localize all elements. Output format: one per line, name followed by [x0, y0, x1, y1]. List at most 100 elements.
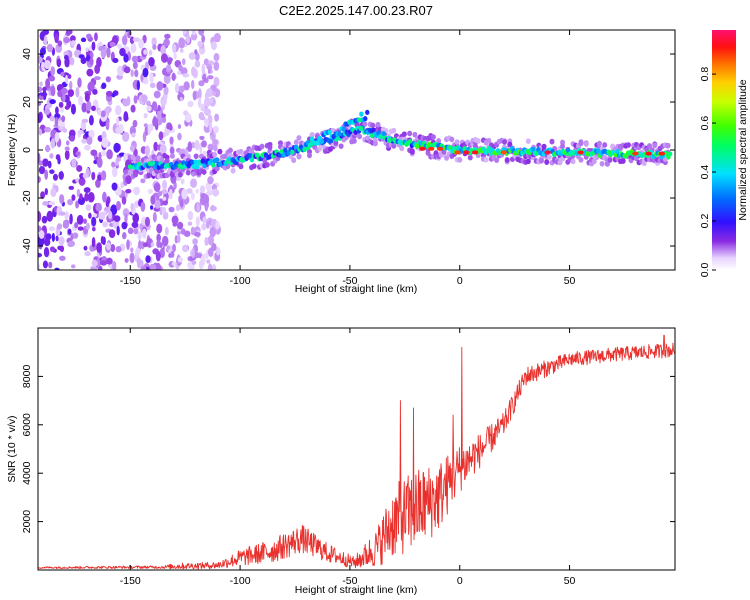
- spectrogram-cell: [211, 243, 217, 252]
- spectrogram-cell: [43, 60, 51, 70]
- spectrogram-cell: [570, 158, 576, 165]
- spectrogram-cell: [142, 242, 149, 248]
- spectrogram-cell: [187, 141, 193, 153]
- spectrogram-cell: [249, 157, 255, 163]
- spectrogram-cell: [188, 52, 196, 60]
- spectrogram-cell: [143, 112, 148, 119]
- spectrogram-cell: [200, 158, 205, 164]
- spectrogram-cell: [620, 158, 626, 164]
- spectrogram-cell: [40, 191, 46, 199]
- spectrogram-cell: [203, 108, 211, 116]
- spectrogram-cell: [102, 191, 107, 203]
- spectrogram-cell: [171, 72, 176, 82]
- colorbar-tick-label: 0.2: [699, 214, 711, 229]
- spectrogram-panel: -150 -100 -50 0 50 -40 -20 0 20 40 Height of str…: [6, 29, 676, 295]
- spectrogram-cell: [88, 115, 94, 126]
- spectrogram-cell: [143, 123, 148, 128]
- spectrogram-cell: [86, 68, 94, 77]
- spectrogram-cell: [115, 117, 120, 127]
- spectrogram-cell: [209, 226, 217, 238]
- colorbar-ticks: 0.0 0.2 0.4 0.6 0.8: [699, 67, 716, 277]
- spectrogram-cell: [51, 232, 55, 243]
- spectrogram-cell: [38, 176, 41, 183]
- spectrogram-cell: [212, 125, 219, 134]
- spectrogram-cell: [123, 152, 128, 163]
- spectrogram-cell: [107, 210, 113, 220]
- spectrogram-cell: [172, 43, 177, 54]
- spectrogram-cell: [170, 250, 175, 258]
- spectrogram-cell: [95, 202, 102, 212]
- y-tick-label: 0: [21, 147, 33, 153]
- spectrogram-cell: [127, 227, 134, 235]
- spectrogram-cell: [418, 140, 423, 146]
- spectrogram-cell: [85, 47, 89, 52]
- spectrogram-cell: [645, 151, 652, 156]
- spectrogram-cell: [290, 149, 295, 155]
- x-tick-label: 0: [457, 275, 463, 287]
- spectrogram-cell: [42, 158, 49, 167]
- spectrogram-cell: [55, 106, 59, 115]
- spectrogram-cell: [111, 161, 116, 168]
- colorbar-gradient: [712, 30, 736, 270]
- spectrogram-cell: [213, 144, 218, 152]
- spectrogram-cell: [42, 201, 49, 206]
- spectrogram-cell: [160, 44, 167, 56]
- spectrogram-cell: [156, 81, 164, 91]
- spectrogram-cell: [91, 171, 96, 181]
- spectrogram-cell: [187, 210, 194, 221]
- spectrogram-cell: [212, 188, 220, 197]
- spectrogram-cell: [187, 221, 193, 226]
- spectrogram-cell: [64, 149, 70, 160]
- spectrogram-cell: [181, 188, 188, 200]
- spectrogram-cell: [122, 232, 127, 240]
- spectrogram-cell: [64, 211, 69, 220]
- spectrogram-cell: [38, 86, 43, 93]
- spectrogram-cell: [195, 216, 200, 227]
- spectrogram-cell: [353, 129, 358, 135]
- spectrogram-cell: [70, 40, 76, 46]
- spectrogram-cell: [504, 157, 510, 163]
- spectrogram-cell: [187, 100, 194, 108]
- spectrogram-cell: [357, 117, 362, 123]
- spectrogram-cell: [602, 142, 608, 148]
- spectrogram-cell: [83, 245, 88, 251]
- y-tick-label: 4000: [21, 461, 33, 485]
- spectrogram-cell: [328, 138, 334, 144]
- spectrogram-cell: [80, 120, 87, 131]
- spectrogram-cell: [199, 185, 206, 193]
- spectrogram-cell: [133, 171, 139, 178]
- spectrogram-cell: [216, 250, 220, 256]
- spectrogram-cell: [49, 246, 56, 253]
- spectrogram-cell: [81, 118, 89, 123]
- spectrogram-cell: [209, 205, 217, 212]
- spectrogram-cell: [38, 235, 45, 247]
- spectrogram-cell: [58, 236, 65, 246]
- spectrogram-cell: [44, 188, 48, 196]
- spectrogram-cell: [193, 159, 198, 165]
- spectrogram-cell: [121, 221, 128, 230]
- spectrogram-cell: [141, 265, 147, 270]
- spectrogram-cell: [172, 221, 178, 227]
- spectrogram-cell: [148, 49, 153, 56]
- spectrogram-cell: [79, 193, 83, 201]
- spectrogram-cell: [172, 243, 176, 253]
- spectrogram-cell: [163, 74, 171, 84]
- snr-plot-area: [38, 328, 675, 570]
- spectrogram-cell: [315, 140, 321, 146]
- spectrogram-cell: [180, 178, 185, 185]
- spectrogram-cell: [215, 221, 220, 230]
- spectrogram-cell: [76, 214, 84, 225]
- spectrogram-cell: [84, 251, 91, 257]
- spectrogram-cell: [201, 63, 206, 75]
- spectrogram-cell: [190, 226, 195, 236]
- spectrogram-cell: [153, 141, 158, 152]
- spectrogram-cell: [195, 188, 199, 194]
- spectrogram-cell: [201, 34, 205, 43]
- spectrogram-cell: [39, 81, 43, 87]
- spectrogram-cell: [159, 144, 167, 155]
- spectrogram-cell: [38, 230, 45, 239]
- spectrogram-cell: [48, 226, 55, 232]
- spectrogram-cell: [179, 199, 184, 208]
- spectrogram-cell: [161, 115, 167, 124]
- spectrogram-x-axis: -150 -100 -50 0 50: [120, 30, 576, 287]
